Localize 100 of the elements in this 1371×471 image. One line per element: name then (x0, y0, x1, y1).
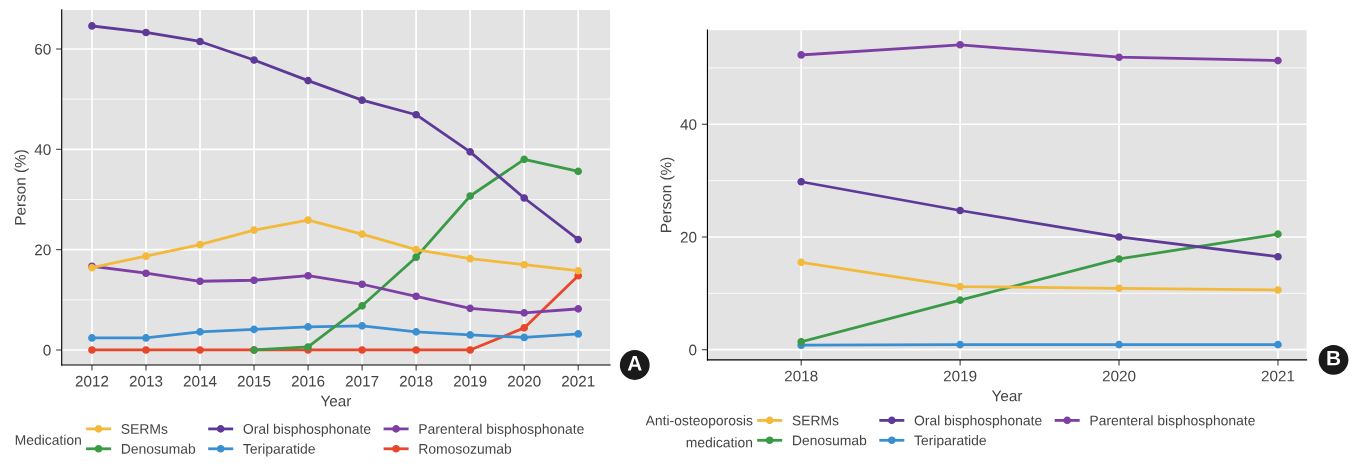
point (196, 346, 204, 354)
point (797, 177, 806, 186)
point (1115, 284, 1123, 293)
point (304, 216, 312, 224)
point (412, 245, 420, 254)
point (574, 330, 583, 338)
point (520, 155, 529, 164)
legend-label: Parenteral bisphosphonate (1090, 415, 1255, 429)
x-tick-label: 2016 (291, 375, 325, 387)
point (520, 260, 529, 269)
point (304, 323, 312, 331)
point (358, 230, 366, 238)
x-tick-label: 2017 (345, 375, 379, 387)
point (196, 37, 204, 46)
point (412, 328, 420, 336)
point (466, 346, 474, 354)
point (304, 76, 312, 85)
point (1274, 230, 1282, 238)
point (142, 269, 150, 278)
x-tick-label: 2021 (1261, 370, 1295, 382)
point (358, 346, 366, 354)
legend-label: Parenteral bisphosphonate (419, 423, 584, 437)
point (358, 302, 366, 310)
legend-label: SERMs (121, 424, 168, 434)
point (358, 96, 366, 104)
point (466, 192, 474, 200)
legend-title: Medication (15, 434, 81, 445)
x-tick-label: 2019 (453, 375, 487, 387)
legend-label: Denosumab (121, 443, 196, 454)
point (88, 22, 96, 30)
x-tick-label: 2019 (943, 370, 977, 382)
legend-label: Teriparatide (914, 435, 986, 449)
legend-title: Anti-osteoporosis medication (645, 415, 753, 448)
x-tick-label: 2013 (129, 375, 163, 387)
point (196, 240, 204, 249)
point (520, 333, 529, 342)
text: A (627, 356, 642, 371)
point (1274, 340, 1282, 349)
point (358, 280, 366, 289)
point (956, 206, 964, 215)
y-tick-label: 20 (680, 231, 697, 243)
point (520, 324, 529, 332)
point (1274, 286, 1282, 294)
x-tick-label: 2018 (399, 375, 433, 387)
point (797, 51, 806, 59)
point (412, 292, 420, 301)
point (956, 282, 964, 291)
point (142, 252, 150, 260)
point (196, 328, 204, 336)
point (956, 340, 964, 349)
point (196, 277, 204, 286)
x-tick-label: 2014 (183, 375, 217, 387)
point (142, 346, 150, 354)
legend-label: Oral bisphosphonate (243, 423, 371, 437)
point (466, 331, 474, 339)
x-axis-title: Year (991, 390, 1023, 402)
y-tick-label: 20 (35, 244, 51, 256)
y-tick-label: 40 (680, 119, 697, 130)
point (1115, 53, 1123, 62)
point (250, 276, 258, 285)
x-axis-title: Year (320, 395, 352, 407)
x-tick-label: 2015 (237, 375, 271, 387)
x-tick-label: 2018 (784, 370, 818, 382)
point (304, 271, 312, 280)
point (956, 296, 964, 304)
point (250, 56, 258, 64)
point (574, 266, 583, 275)
legend-label: Oral bisphosphonate (914, 415, 1042, 429)
point (88, 346, 96, 354)
y-tick-label: 0 (43, 344, 51, 356)
point (466, 254, 474, 263)
point (466, 148, 474, 156)
point (1115, 233, 1123, 241)
legend-label: Teriparatide (243, 443, 315, 457)
x-tick-label: 2021 (561, 375, 595, 387)
point (520, 194, 529, 202)
point (797, 337, 806, 346)
point (1274, 56, 1282, 65)
text: B (1327, 350, 1341, 366)
point (412, 253, 420, 262)
point (142, 334, 150, 342)
y-axis-title: Person (%) (660, 157, 675, 232)
point (574, 305, 583, 313)
legend-label: Romosozumab (419, 443, 512, 454)
point (1115, 255, 1123, 263)
point (520, 309, 529, 317)
point (1274, 252, 1282, 261)
point (574, 167, 583, 176)
point (412, 110, 420, 119)
point (250, 325, 258, 334)
point (574, 235, 583, 244)
y-tick-label: 0 (689, 344, 697, 356)
point (358, 322, 366, 330)
point (1115, 340, 1123, 349)
y-axis-title: Person (%) (14, 150, 29, 225)
x-tick-label: 2020 (1102, 370, 1136, 382)
point (956, 40, 964, 49)
legend-label: SERMs (792, 415, 839, 426)
point (412, 346, 420, 354)
point (142, 28, 150, 37)
